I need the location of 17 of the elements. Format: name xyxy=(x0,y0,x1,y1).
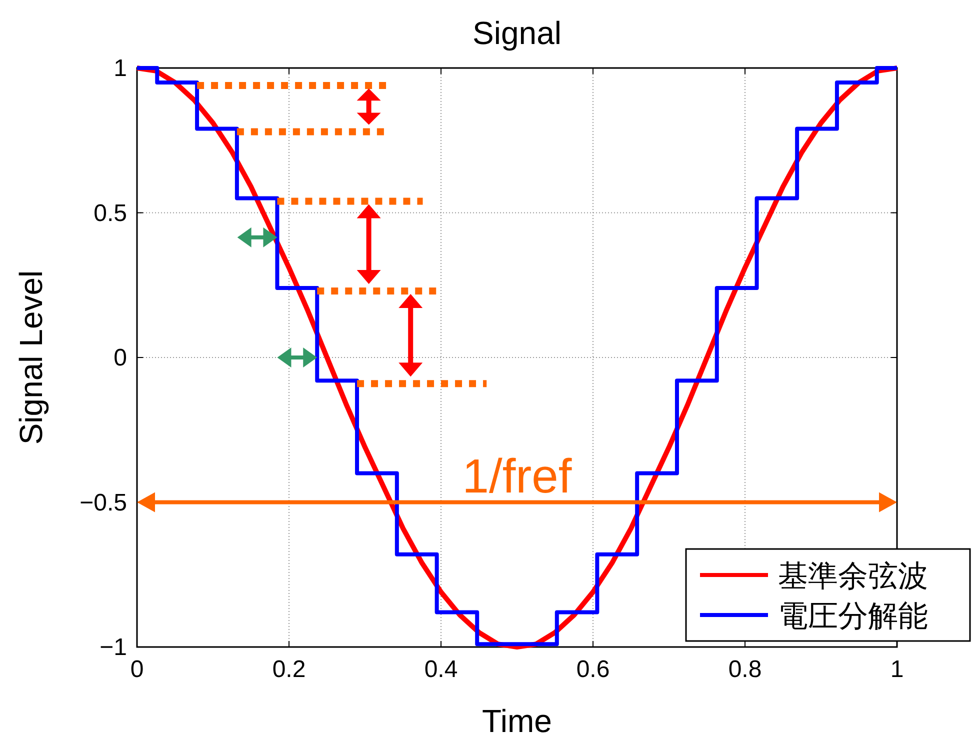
x-tick-label: 0.4 xyxy=(424,656,458,683)
y-tick-label: −0.5 xyxy=(80,489,127,516)
x-axis-title: Time xyxy=(482,703,552,739)
chart-title: Signal xyxy=(472,15,562,51)
y-tick-label: 0 xyxy=(114,344,127,372)
y-tick-label: −1 xyxy=(100,634,127,661)
ref-line-label: 1/fref xyxy=(462,450,572,504)
y-axis-title: Signal Level xyxy=(13,270,49,445)
x-tick-label: 0.2 xyxy=(272,656,306,683)
y-tick-label: 1 xyxy=(114,55,127,82)
x-tick-label: 0.8 xyxy=(728,656,762,683)
legend-label: 基準余弦波 xyxy=(778,560,928,593)
x-tick-label: 0 xyxy=(130,656,144,683)
x-tick-label: 0.6 xyxy=(576,656,610,683)
x-tick-label: 1 xyxy=(890,656,904,683)
legend-label: 電圧分解能 xyxy=(778,600,928,633)
y-tick-label: 0.5 xyxy=(94,200,127,227)
